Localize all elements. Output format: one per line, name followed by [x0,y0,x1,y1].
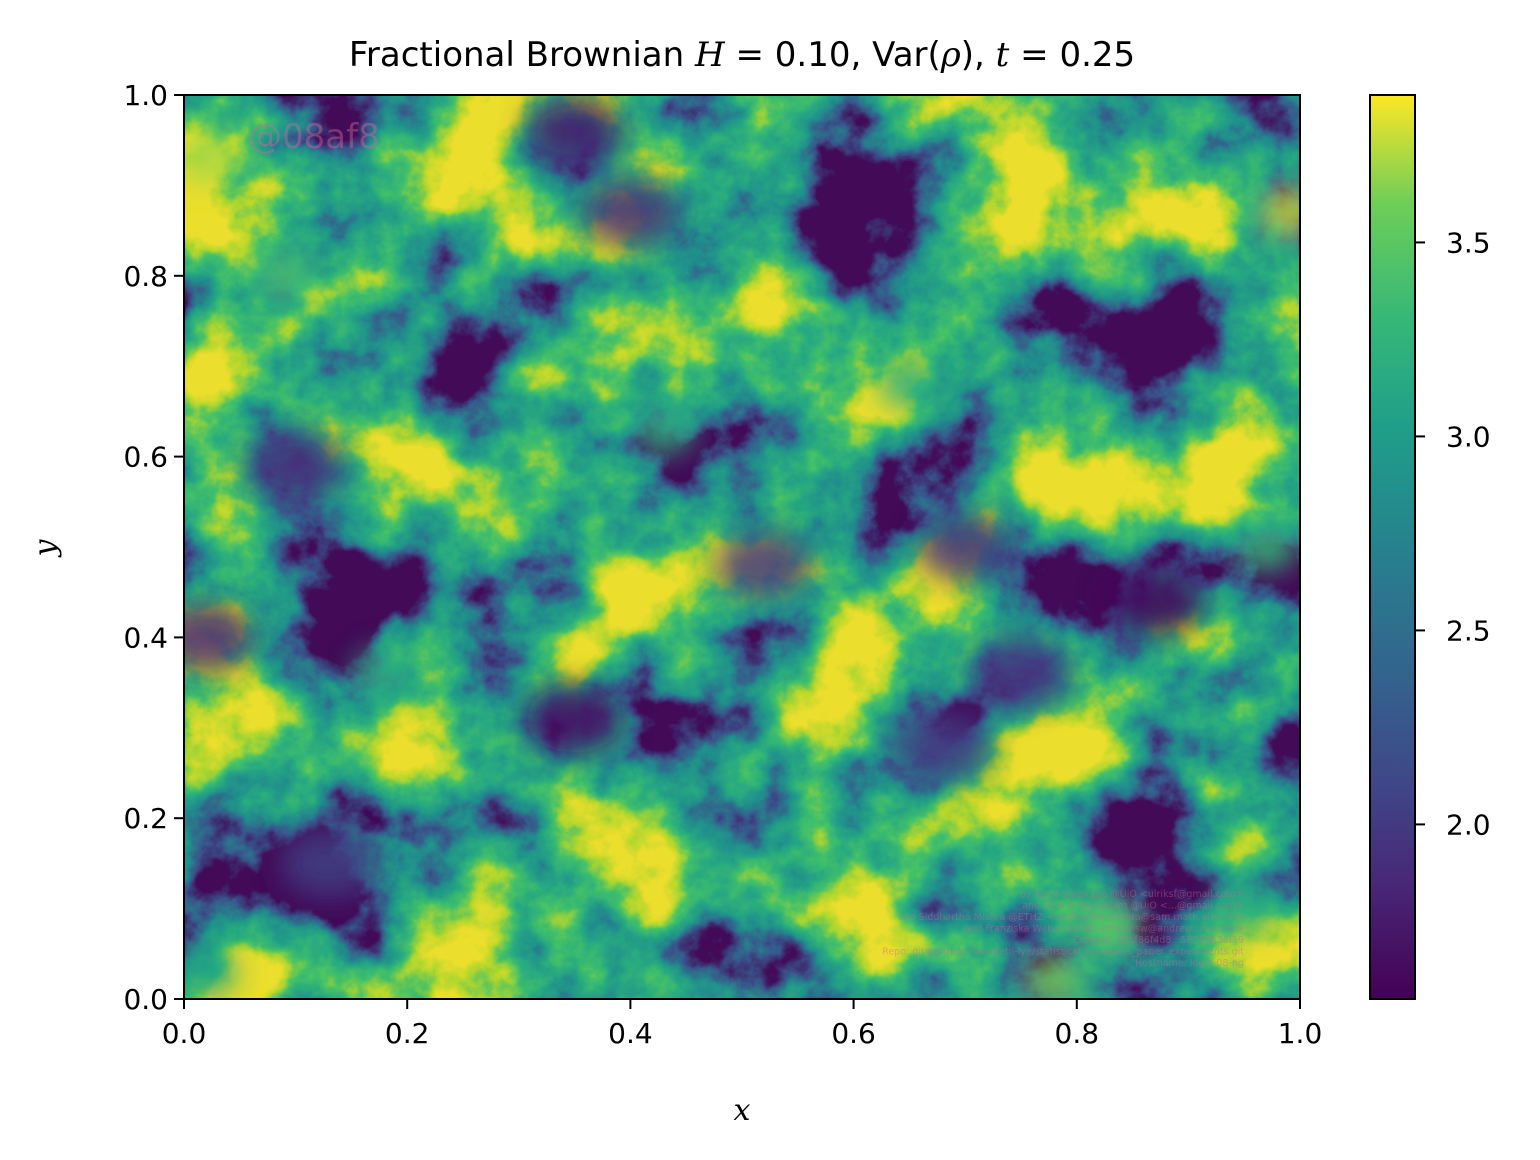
y-axis-ticks: 0.0 0.2 0.4 0.6 0.8 1.0 [123,79,184,1016]
x-axis-label: x [734,1093,751,1128]
low-value-region [247,431,344,500]
high-value-region [1258,188,1300,237]
high-value-region [1024,956,1085,999]
y-tick-label: 1.0 [123,79,168,112]
x-axis-ticks: 0.0 0.2 0.4 0.6 0.8 1.0 [162,999,1323,1050]
low-value-region [526,684,623,753]
x-tick-label: 1.0 [1278,1017,1323,1050]
high-value-region [633,405,694,454]
title-part: t [996,35,1010,75]
title-part: = 0.25 [1009,35,1135,75]
y-tick-label: 0.6 [123,441,168,474]
colorbar-tick-label: 2.5 [1446,614,1491,647]
high-value-region [1236,523,1297,571]
watermark-line: Repo: git@github.com:kjetil-lye/statisti… [882,947,1244,958]
plot-frame [183,94,1301,1000]
low-value-region [281,829,378,898]
low-value-region [526,97,623,166]
high-value-region [879,360,940,409]
high-value-region [1214,884,1275,933]
watermark-line: Commit: 08af86f4d8...58315b3af19 [1073,935,1244,946]
watermark-line: and Ulrik S. Fjordholm @UiO <...@gmail.c… [1022,901,1244,912]
colorbar-ticks: 2.0 2.5 3.0 3.5 [1415,226,1491,841]
x-tick-label: 0.0 [162,1017,207,1050]
x-tick-label: 0.2 [385,1017,430,1050]
x-tick-label: 0.4 [608,1017,653,1050]
high-value-region [254,251,315,300]
x-tick-label: 0.6 [831,1017,876,1050]
y-axis-label: y [28,538,63,558]
title-part: = 0.10, Var( [725,35,941,75]
colorbar: 2.0 2.5 3.0 3.5 [1369,94,1491,1000]
high-value-region [184,134,237,183]
watermark-line: by Kjetil Olsen Lye @UiO <ulriksf@gmail.… [1020,889,1244,900]
watermark: @08af8 by Kjetil Olsen Lye @UiO <ulriksf… [248,117,1244,969]
y-tick-label: 0.8 [123,260,168,293]
low-value-region [184,603,255,672]
low-value-region [716,531,813,600]
x-tick-label: 0.8 [1055,1017,1100,1050]
low-value-region [973,639,1069,708]
watermark-hash: @08af8 [248,117,380,157]
title-part: H [694,35,726,75]
title-part: ρ [940,35,961,75]
colorbar-tick-label: 3.0 [1446,420,1491,453]
colorbar-gradient [1369,94,1416,1000]
high-value-region [1080,902,1141,951]
colorbar-tick-label: 3.5 [1446,226,1491,259]
title-part: Fractional Brownian [349,35,695,75]
y-tick-label: 0.0 [123,983,168,1016]
title-part: ), [961,35,996,75]
y-tick-label: 0.4 [123,621,168,654]
colorbar-tick-label: 2.0 [1446,808,1491,841]
heatmap-field [184,95,1300,999]
watermark-line: and Siddhartha Mishra @ETHZ <siddhartha.… [898,912,1244,923]
watermark-line: Hostname: login-08-ng [1135,958,1244,969]
low-value-region [917,513,1014,581]
watermark-line: and Franziska Weber @CMU <franzisw@andre… [964,924,1244,935]
low-value-region [894,711,991,780]
chart-title: Fractional Brownian H = 0.10, Var(ρ), t … [349,35,1135,75]
high-value-region [184,947,237,996]
high-value-region [354,649,415,698]
low-value-region [1106,567,1203,636]
y-tick-label: 0.2 [123,802,168,835]
low-value-region [582,178,679,247]
